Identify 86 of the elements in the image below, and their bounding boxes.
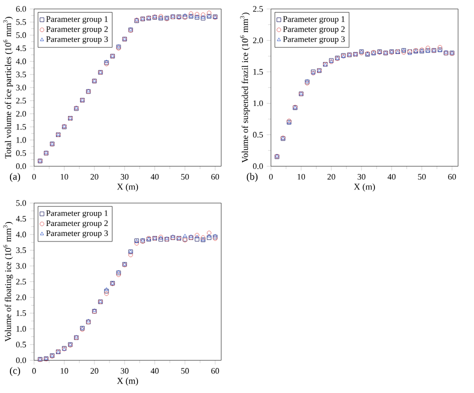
y-tick-label: 0.0 (16, 163, 26, 170)
y-tick-label: 0.5 (16, 342, 26, 348)
x-tick-label: 20 (90, 368, 98, 374)
y-tick-label: 4.0 (16, 232, 26, 238)
point (194, 236, 200, 242)
legend-label: Parameter group 1 (283, 16, 345, 24)
x-tick-label: 50 (181, 174, 189, 180)
x-tick-label: 30 (120, 174, 128, 180)
point (426, 46, 430, 50)
text: (b) (246, 172, 258, 182)
x-tick-label: 0 (32, 174, 36, 180)
y-tick-label: 2.5 (16, 98, 26, 104)
x-tick-label: 20 (327, 174, 336, 180)
x-axis-title: X (m) (354, 183, 375, 192)
legend-label: Parameter group 2 (283, 26, 345, 34)
point (206, 10, 212, 16)
y-tick-label: 2.0 (16, 110, 26, 117)
legend-label: Parameter group 3 (46, 36, 108, 44)
x-tick-label: 40 (150, 174, 159, 180)
point (188, 11, 194, 16)
y-tick-label: 1.0 (16, 326, 26, 332)
x-tick-label: 40 (388, 174, 396, 180)
legend-label: Parameter group 2 (46, 220, 108, 228)
y-tick-label: 5.0 (16, 200, 26, 206)
y-tick-label: 0.0 (16, 357, 26, 364)
text: (c) (10, 366, 20, 376)
legend-label: Parameter group 1 (46, 210, 108, 218)
point (194, 12, 200, 16)
legend-label: Parameter group 1 (46, 16, 108, 24)
point (104, 291, 109, 296)
x-tick-label: 60 (448, 174, 456, 180)
y-axis-title: Volume of floating ice (10$^{6}$ mm$^{3}$) (3, 222, 13, 342)
point (206, 230, 212, 236)
y-tick-label: 2.0 (16, 294, 26, 300)
point (200, 12, 206, 17)
legend-label: Parameter group 3 (283, 36, 345, 44)
y-tick-label: 1.5 (16, 310, 26, 316)
y-tick-label: 1.0 (16, 137, 26, 143)
y-tick-label: 0.5 (16, 150, 26, 156)
x-tick-label: 0 (269, 174, 273, 180)
y-tick-label: 4.5 (16, 216, 26, 222)
point (134, 240, 139, 246)
x-tick-label: 60 (211, 174, 220, 180)
y-tick-label: 4.5 (16, 45, 26, 52)
y-tick-label: 2.0 (253, 37, 263, 44)
point (104, 288, 109, 294)
x-tick-label: 40 (150, 368, 159, 374)
point (207, 234, 212, 238)
x-axis-title: X (m) (117, 377, 138, 386)
point (200, 235, 206, 240)
y-tick-label: 2.5 (16, 278, 26, 284)
x-tick-label: 60 (211, 368, 220, 374)
point (206, 235, 212, 240)
x-tick-label: 30 (120, 368, 128, 374)
x-tick-label: 50 (418, 174, 426, 180)
y-tick-label: 6.0 (16, 6, 26, 12)
x-tick-label: 10 (60, 368, 68, 374)
point (182, 234, 187, 238)
y-tick-label: 3.5 (16, 72, 26, 78)
x-axis-title: X (m) (117, 183, 138, 192)
y-tick-label: 1.0 (253, 100, 263, 106)
x-tick-label: 0 (32, 368, 36, 374)
point (104, 287, 108, 291)
y-tick-label: 2.5 (253, 6, 263, 12)
y-tick-label: 3.5 (16, 247, 26, 253)
point (438, 45, 442, 50)
y-tick-label: 3.0 (16, 263, 26, 269)
y-tick-label: 5.0 (16, 32, 26, 38)
x-tick-label: 30 (358, 174, 366, 180)
x-tick-label: 20 (90, 174, 98, 180)
y-axis-title: Volume of suspended frazil ice (10$^{6}$ mm$^{3}$) (240, 12, 250, 163)
x-tick-label: 10 (298, 174, 306, 180)
x-tick-label: 10 (60, 174, 68, 180)
y-tick-label: 5.5 (16, 19, 26, 25)
y-tick-label: 3.0 (16, 84, 26, 90)
y-tick-label: 1.5 (16, 124, 26, 130)
legend-label: Parameter group 2 (46, 26, 108, 34)
x-tick-label: 50 (181, 368, 189, 374)
y-axis-title: Total volume of ice particles (10$^{6}$ mm$^{3}$) (3, 16, 13, 158)
point (128, 252, 133, 258)
y-tick-label: 0.0 (253, 163, 263, 170)
legend-label: Parameter group 3 (46, 230, 108, 238)
y-tick-label: 0.5 (253, 132, 263, 138)
y-tick-label: 1.5 (253, 68, 263, 75)
y-tick-label: 4.0 (16, 58, 26, 64)
text: (a) (10, 172, 20, 182)
